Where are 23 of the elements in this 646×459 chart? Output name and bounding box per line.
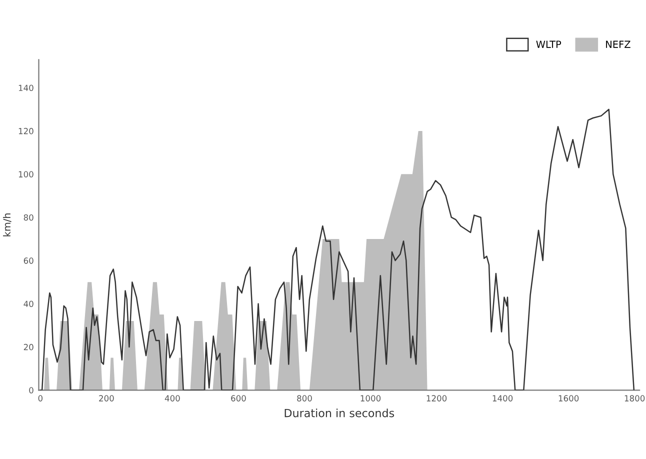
y-tick-label: 40 — [24, 300, 34, 308]
y-tick-label: 120 — [18, 128, 34, 134]
x-tick-label: 1600 — [558, 395, 579, 402]
y-tick-label: 20 — [24, 344, 34, 350]
legend-label: NEFZ — [606, 40, 630, 48]
x-tick-label: 1400 — [492, 395, 513, 402]
y-tick-label: 140 — [18, 84, 34, 92]
x-tick-label: 1000 — [360, 395, 381, 402]
x-axis-title: Duration in seconds — [284, 408, 394, 418]
x-tick-label: 800 — [297, 395, 312, 402]
x-tick-label: 0 — [38, 395, 43, 402]
legend-label: WLTP — [536, 40, 562, 48]
y-tick-label: 60 — [24, 258, 34, 264]
y-tick-label: 80 — [24, 214, 34, 221]
x-tick-label: 600 — [231, 395, 246, 402]
y-tick-label: 0 — [29, 387, 34, 394]
y-axis-title: km/h — [3, 213, 12, 236]
x-tick-label: 200 — [99, 395, 114, 402]
x-tick-label: 400 — [164, 395, 180, 402]
y-tick-label: 100 — [18, 171, 34, 178]
x-tick-label: 1200 — [426, 395, 447, 402]
line-series — [40, 108, 635, 390]
x-tick-label: 1800 — [624, 395, 645, 402]
